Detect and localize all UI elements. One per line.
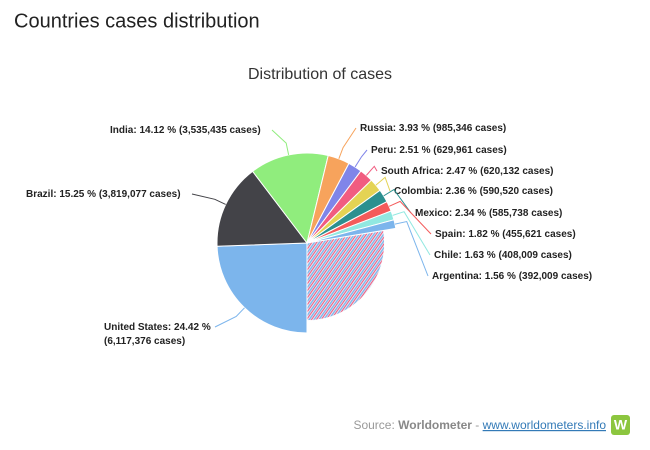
label-separator: :: [479, 271, 485, 282]
connector: [214, 307, 245, 328]
label-cases: (3,819,077 cases): [99, 189, 181, 200]
data-label: Mexico: 2.34 % (585,738 cases): [415, 208, 562, 219]
source-label: Source:: [353, 418, 394, 432]
data-label: Colombia: 2.36 % (590,520 cases): [394, 186, 553, 197]
label-separator: :: [53, 189, 59, 200]
connector: [365, 165, 378, 176]
logo-text: W: [614, 417, 628, 433]
connector: [191, 193, 226, 205]
connector: [394, 220, 429, 277]
label-value: 1.82 %: [468, 229, 499, 240]
page-title: Countries cases distribution: [14, 10, 260, 32]
label-value: 14.12 %: [139, 125, 176, 136]
label-name: South Africa: [381, 166, 441, 177]
label-cases: (455,621 cases): [502, 229, 575, 240]
connector: [388, 200, 432, 235]
label-name: Colombia: [394, 186, 440, 197]
label-cases: (620,132 cases): [480, 166, 553, 177]
label-name: Peru: [371, 145, 393, 156]
label-separator: :: [462, 229, 468, 240]
label-cases: (585,738 cases): [489, 208, 562, 219]
pie-slice: [251, 152, 329, 245]
label-cases: (590,520 cases): [480, 186, 553, 197]
label-cases: (408,009 cases): [498, 250, 571, 261]
data-label: Chile: 1.63 % (408,009 cases): [434, 250, 572, 261]
connector: [271, 129, 290, 155]
source: Source: Worldometer - www.worldometers.i…: [353, 418, 606, 432]
source-name: Worldometer: [398, 418, 472, 432]
data-label: Brazil: 15.25 % (3,819,077 cases): [26, 189, 181, 200]
pie-slice: [216, 242, 308, 334]
pie-slice: [216, 170, 308, 247]
pie: United States: 24.42 % (6,117,376 cases) B…: [26, 123, 592, 347]
label-name: Russia: [360, 123, 393, 134]
connector: [383, 188, 412, 214]
label-separator: :: [440, 186, 446, 197]
label-value: 2.51 %: [399, 145, 430, 156]
label-name: Mexico: [415, 208, 449, 219]
label-separator: :: [449, 208, 455, 219]
connector: [354, 149, 368, 168]
label-separator: :: [393, 145, 399, 156]
logo: [611, 415, 630, 435]
label-separator: :: [458, 250, 464, 261]
label-value: 2.36 %: [446, 186, 477, 197]
label-separator: :: [440, 166, 446, 177]
label-cases: (629,961 cases): [433, 145, 506, 156]
connector: [392, 211, 431, 256]
connector: [375, 176, 391, 192]
label-value: 15.25 %: [59, 189, 96, 200]
data-label: United States: 24.42 % (6,117,376 cases): [104, 322, 211, 347]
label-value: 1.63 %: [465, 250, 496, 261]
label-separator: :: [133, 125, 139, 136]
data-label: South Africa: 2.47 % (620,132 cases): [381, 166, 554, 177]
connector: [338, 127, 357, 159]
data-label: India: 14.12 % (3,535,435 cases): [110, 125, 261, 136]
label-name: Brazil: [26, 189, 53, 200]
data-label: Argentina: 1.56 % (392,009 cases): [432, 271, 592, 282]
label-cases: (985,346 cases): [433, 123, 506, 134]
label-value: 3.93 %: [399, 123, 430, 134]
label-cases: (392,009 cases): [519, 271, 592, 282]
source-separator: -: [475, 418, 479, 432]
chart-title: Distribution of cases: [248, 66, 392, 83]
label-value: 1.56 %: [485, 271, 516, 282]
label-cases: (6,117,376 cases): [104, 336, 185, 347]
other-slices: [306, 230, 385, 321]
label-cases: (3,535,435 cases): [179, 125, 261, 136]
label-name: India: [110, 125, 134, 136]
label-name: Chile: [434, 250, 459, 261]
label-value: 24.42 %: [174, 322, 211, 333]
label-name: Spain: [435, 229, 462, 240]
label-value: 2.47 %: [446, 166, 477, 177]
data-label: Russia: 3.93 % (985,346 cases): [360, 123, 506, 134]
label-name: United States: [104, 322, 168, 333]
label-name: Argentina: [432, 271, 479, 282]
data-label: Peru: 2.51 % (629,961 cases): [371, 145, 507, 156]
label-separator: :: [393, 123, 399, 134]
label-value: 2.34 %: [455, 208, 486, 219]
label-separator: :: [168, 322, 174, 333]
source-link[interactable]: www.worldometers.info: [482, 418, 607, 432]
data-label: Spain: 1.82 % (455,621 cases): [435, 229, 576, 240]
